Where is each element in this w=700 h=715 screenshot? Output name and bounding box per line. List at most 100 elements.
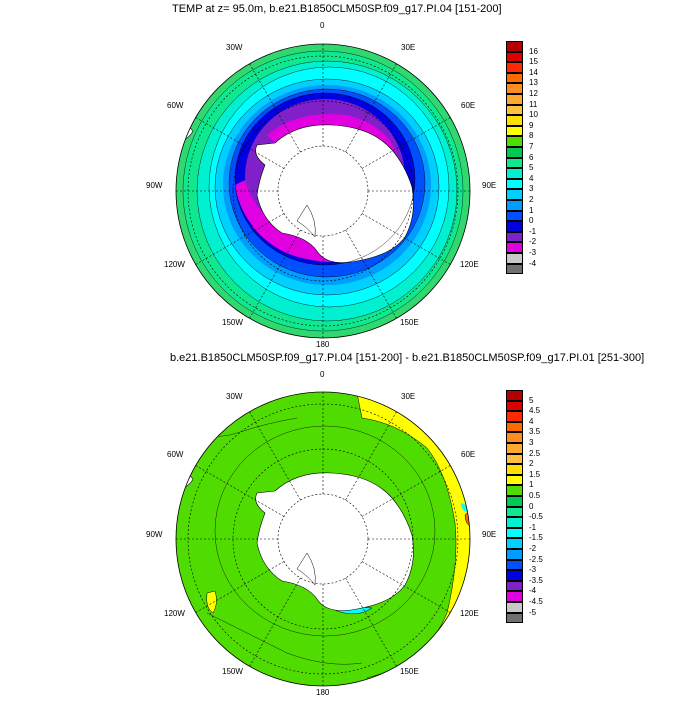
colorbar-swatch [506,231,523,243]
colorbar-swatch [506,421,523,433]
panel1-lon-label: 30W [226,43,243,52]
colorbar-tick-label: 11 [529,99,538,109]
meridian-line [345,411,397,501]
colorbar-swatch [506,538,523,549]
colorbar-tick-label: 3 [529,438,534,447]
colorbar-swatch [506,474,523,486]
colorbar-swatch [506,210,523,222]
colorbar-swatch [506,263,523,275]
colorbar-swatch [506,147,523,158]
meridian-line [361,117,451,169]
colorbar-swatch [506,178,523,190]
meridian-line [345,63,397,153]
colorbar-tick-label: 4 [529,173,534,183]
colorbar-swatch [506,72,523,84]
panel1-temperature-field [176,44,470,338]
panel1-lon-label: 120E [460,260,479,269]
colorbar-swatch [506,136,523,147]
panel1-graticule [176,44,470,338]
colorbar-tick-label: 2 [529,195,534,204]
panel1-antarctica [255,124,414,263]
colorbar-swatch [506,400,523,412]
panel2-lon-label: 120E [460,609,479,618]
meridian-line [345,229,397,319]
colorbar-tick-label: -2 [529,237,537,247]
colorbar-swatch [506,41,523,52]
meridian-line [195,213,285,265]
panel2-lon-label: 120W [164,609,185,618]
panel1-lon-label: 180 [316,340,330,349]
colorbar-swatch [506,253,523,264]
colorbar-swatch [506,115,523,126]
colorbar-tick-label: -2.5 [529,554,543,564]
colorbar-tick-label: 8 [529,131,534,141]
colorbar-swatch [506,602,523,613]
meridian-line [361,561,451,613]
panel2-lon-label: 150W [222,667,243,676]
meridian-line [195,117,285,169]
colorbar-tick-label: -1 [529,226,537,236]
colorbar-tick-label: 0.5 [529,491,541,500]
panel2-lon-label: 150E [400,667,419,676]
meridian-line [249,229,301,319]
panel2-lon-label: 0 [320,370,325,379]
colorbar-tick-label: 3 [529,184,534,194]
colorbar-tick-label: 13 [529,78,538,88]
colorbar-swatch [506,390,523,401]
colorbar-tick-label: 4.5 [529,406,541,416]
colorbar-swatch [506,51,523,63]
panel2-lon-label: 60E [461,450,476,459]
colorbar-tick-label: 0 [529,216,534,226]
panel1-lon-label: 90E [482,181,497,190]
panel2-difference-field [176,392,470,686]
panel2-lon-label: 60W [167,450,184,459]
panel1-lon-label: 150E [400,318,419,327]
colorbar-swatch [506,83,523,94]
meridian-line [361,213,451,265]
panel2-lon-label: 90W [146,530,163,539]
colorbar-swatch [506,242,523,253]
colorbar-tick-label: -4.5 [529,597,543,606]
colorbar-tick-label: 3.5 [529,427,541,437]
colorbar-tick-label: -0.5 [529,512,543,522]
colorbar-swatch [506,443,523,454]
colorbar-tick-label: 5 [529,163,534,173]
panel1-polar-map [175,43,471,339]
panel2-polar-map [175,391,471,687]
colorbar-swatch [506,200,523,211]
colorbar-tick-label: -1.5 [529,533,543,543]
colorbar-tick-label: 10 [529,110,538,120]
colorbar-swatch [506,549,523,560]
meridian-line [249,411,301,501]
panel1-lon-label: 120W [164,260,185,269]
colorbar-swatch [506,94,523,105]
colorbar-swatch [506,506,523,518]
colorbar-tick-label: 7 [529,142,534,151]
colorbar-tick-label: 14 [529,67,538,77]
colorbar-swatch [506,104,523,116]
panel1-contour-lines [182,50,464,332]
colorbar-tick-label: 1.5 [529,469,541,479]
colorbar-tick-label: -4 [529,258,537,268]
colorbar-swatch [506,591,523,602]
colorbar-tick-label: -5 [529,607,537,617]
colorbar-swatch [506,411,523,422]
colorbar-swatch [506,453,523,465]
colorbar-swatch [506,580,523,592]
meridian-line [361,465,451,517]
colorbar-swatch [506,157,523,169]
colorbar-swatch [506,168,523,179]
colorbar-tick-label: 5 [529,395,534,405]
colorbar-tick-label: 0 [529,501,534,511]
meridian-line [195,465,285,517]
colorbar-swatch [506,221,523,232]
panel1-map-border [175,43,471,339]
meridian-line [249,63,301,153]
colorbar-tick-label: -3 [529,565,537,575]
colorbar-swatch [506,464,523,475]
panel2-graticule [176,392,470,686]
panel2-title: b.e21.B1850CLM50SP.f09_g17.PI.04 [151-20… [170,352,645,364]
panel1-lon-label: 0 [320,21,325,30]
colorbar-tick-label: -1 [529,522,537,532]
colorbar-tick-label: -3.5 [529,575,543,585]
